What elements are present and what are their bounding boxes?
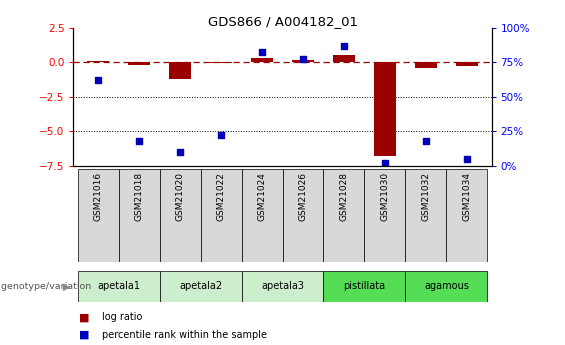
Text: GSM21028: GSM21028 <box>340 172 349 221</box>
Bar <box>159 271 241 302</box>
Point <box>380 160 389 166</box>
Bar <box>210 62 232 63</box>
Bar <box>324 169 364 262</box>
Text: GSM21032: GSM21032 <box>421 172 431 221</box>
Bar <box>364 169 406 262</box>
Text: apetala3: apetala3 <box>261 282 304 291</box>
Text: GSM21016: GSM21016 <box>94 172 102 221</box>
Point <box>462 156 471 161</box>
Bar <box>87 61 109 62</box>
Text: apetala1: apetala1 <box>97 282 140 291</box>
Bar <box>241 271 324 302</box>
Bar <box>128 62 150 65</box>
Point <box>94 77 103 83</box>
Bar <box>169 62 192 79</box>
Point <box>134 138 144 144</box>
Text: apetala2: apetala2 <box>179 282 222 291</box>
Bar <box>324 271 406 302</box>
Bar <box>415 62 437 68</box>
Bar <box>119 169 159 262</box>
Text: agamous: agamous <box>424 282 469 291</box>
Bar <box>446 169 488 262</box>
Text: GSM21024: GSM21024 <box>258 172 267 221</box>
Point <box>258 50 267 55</box>
Text: GSM21030: GSM21030 <box>380 172 389 221</box>
Point <box>340 43 349 48</box>
Bar <box>77 169 119 262</box>
Point <box>216 132 225 138</box>
Bar <box>251 58 273 62</box>
Text: ■: ■ <box>79 330 90 339</box>
Point <box>298 57 307 62</box>
Text: GSM21022: GSM21022 <box>216 172 225 221</box>
Bar <box>201 169 241 262</box>
Bar <box>333 55 355 62</box>
Bar <box>292 60 314 62</box>
Bar <box>241 169 282 262</box>
Text: pistillata: pistillata <box>344 282 385 291</box>
Text: ■: ■ <box>79 313 90 322</box>
Point <box>176 149 185 155</box>
Bar <box>282 169 324 262</box>
Text: ▶: ▶ <box>63 282 71 291</box>
Bar <box>406 169 446 262</box>
Bar <box>373 62 396 156</box>
Point <box>421 138 431 144</box>
Bar <box>456 62 478 66</box>
Text: percentile rank within the sample: percentile rank within the sample <box>102 330 267 339</box>
Text: GDS866 / A004182_01: GDS866 / A004182_01 <box>207 16 358 29</box>
Text: GSM21034: GSM21034 <box>463 172 471 221</box>
Text: GSM21026: GSM21026 <box>298 172 307 221</box>
Bar <box>406 271 488 302</box>
Text: genotype/variation: genotype/variation <box>1 282 94 291</box>
Text: GSM21018: GSM21018 <box>134 172 144 221</box>
Text: log ratio: log ratio <box>102 313 142 322</box>
Text: GSM21020: GSM21020 <box>176 172 185 221</box>
Bar <box>159 169 201 262</box>
Bar <box>77 271 159 302</box>
